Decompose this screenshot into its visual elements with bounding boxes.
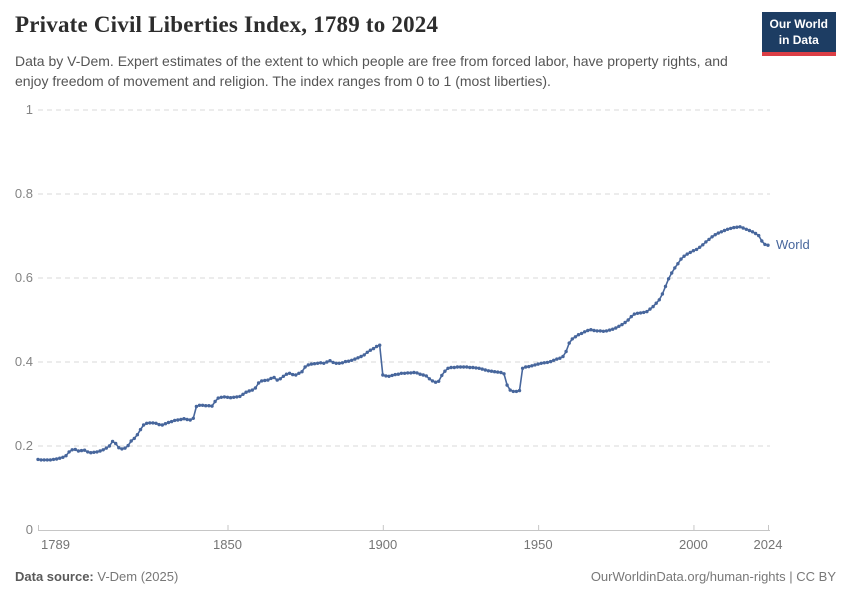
owid-logo-line2: in Data bbox=[778, 32, 819, 47]
x-axis-tick-label: 1900 bbox=[368, 537, 398, 552]
x-axis-tick-label: 1789 bbox=[41, 537, 70, 552]
y-axis-tick-label: 0.8 bbox=[14, 186, 33, 201]
y-gridlines bbox=[38, 109, 770, 447]
y-axis-tick-label: 0.6 bbox=[14, 270, 33, 285]
y-axis-tick-label: 0 bbox=[25, 522, 33, 537]
x-axis-tick-label: 2000 bbox=[678, 537, 708, 552]
x-axis-tick-label: 1950 bbox=[523, 537, 553, 552]
chart-subtitle: Data by V-Dem. Expert estimates of the e… bbox=[15, 53, 728, 90]
world-series-line[interactable] bbox=[36, 225, 770, 462]
owid-url-link[interactable]: OurWorldinData.org/human-rights bbox=[590, 569, 786, 584]
y-axis-tick-label: 0.2 bbox=[14, 438, 33, 453]
x-axis bbox=[38, 525, 770, 531]
y-axis-tick-label: 0.4 bbox=[14, 354, 33, 369]
owid-logo[interactable]: Our World in Data bbox=[761, 12, 836, 57]
data-source-note: Data source: V-Dem (2025) bbox=[15, 569, 178, 584]
y-axis-tick-label: 1 bbox=[25, 102, 33, 117]
attribution-note: OurWorldinData.org/human-rights | CC BY bbox=[591, 569, 836, 584]
x-axis-tick-label: 1850 bbox=[213, 537, 242, 552]
series-end-label-world[interactable]: World bbox=[776, 237, 810, 253]
owid-logo-line1: Our World bbox=[769, 17, 828, 31]
data-source-label: Data source: bbox=[15, 569, 94, 584]
page-title: Private Civil Liberties Index, 1789 to 2… bbox=[15, 12, 439, 37]
data-source-value: V-Dem (2025) bbox=[93, 569, 179, 584]
x-axis-tick-label: 2024 bbox=[753, 537, 783, 552]
license-text: | CC BY bbox=[785, 569, 836, 584]
